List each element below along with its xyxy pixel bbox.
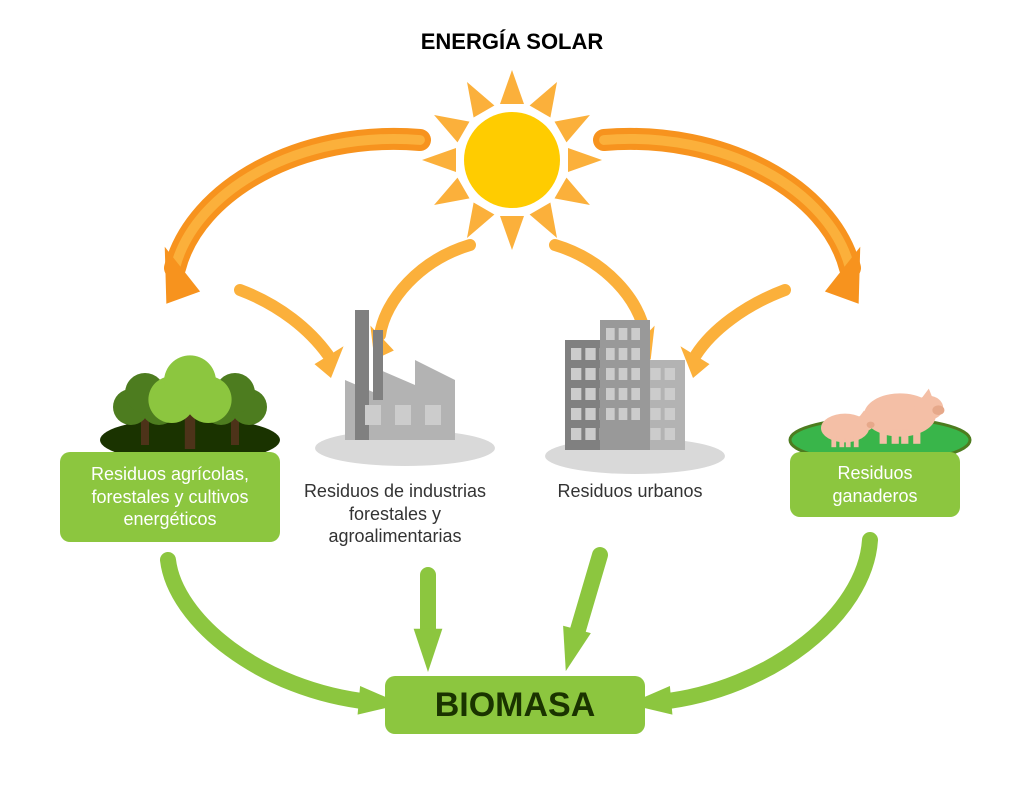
trees-icon [100,355,280,462]
biomasa-box: BIOMASA [385,676,645,734]
label-urbanos: Residuos urbanos [555,480,705,503]
arrows-sun-small [240,245,785,378]
diagram-canvas [0,0,1024,787]
sun-icon [422,70,602,250]
label-ganaderos: Residuos ganaderos [790,452,960,517]
label-agricolas: Residuos agrícolas, forestales y cultivo… [60,452,280,542]
label-industrias: Residuos de industrias forestales y agro… [285,480,505,548]
factory-icon [315,310,495,466]
title-energia-solar: ENERGÍA SOLAR [0,29,1024,55]
pigs-icon [790,389,970,462]
